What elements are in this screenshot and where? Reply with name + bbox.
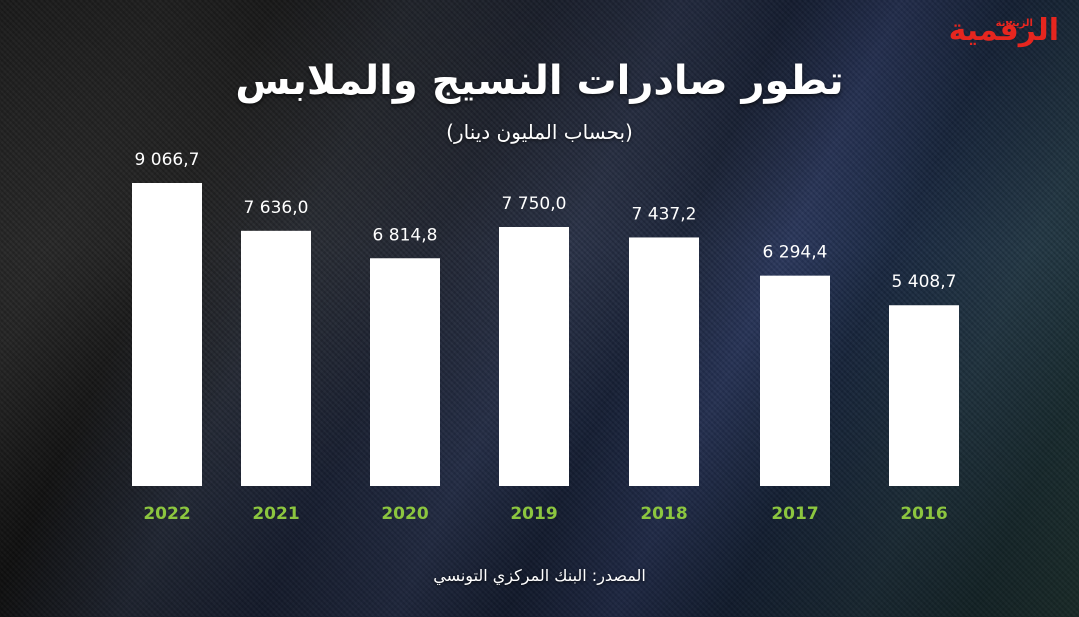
source-note: المصدر: البنك المركزي التونسي [433, 566, 646, 585]
bar-2016 [889, 305, 959, 486]
value-label-2016: 5 408,7 [892, 272, 957, 292]
value-label-2020: 6 814,8 [373, 225, 438, 245]
chart-title: تطور صادرات النسيج والملابس [235, 58, 844, 104]
bar-2020 [370, 258, 440, 486]
year-label-2019: 2019 [510, 504, 557, 524]
year-label-2022: 2022 [143, 504, 190, 524]
bar-2017 [760, 275, 830, 486]
year-label-2021: 2021 [252, 504, 299, 524]
brand-logo: الرقمية الزيتونة [949, 16, 1059, 46]
bar-2021 [241, 230, 311, 486]
value-label-2018: 7 437,2 [632, 204, 697, 224]
year-label-2016: 2016 [900, 504, 947, 524]
bar-2018 [629, 237, 699, 486]
value-label-2022: 9 066,7 [135, 150, 200, 170]
value-label-2019: 7 750,0 [502, 194, 567, 214]
logo-small-text: الزيتونة [995, 18, 1033, 29]
year-label-2017: 2017 [771, 504, 818, 524]
value-label-2017: 6 294,4 [763, 243, 828, 263]
year-label-2018: 2018 [640, 504, 687, 524]
logo-text: الرقمية [948, 13, 1059, 48]
bar-2019 [499, 227, 569, 486]
year-label-2020: 2020 [381, 504, 428, 524]
chart-subtitle: (بحساب المليون دينار) [446, 120, 633, 144]
bar-2022 [132, 183, 202, 486]
value-label-2021: 7 636,0 [244, 198, 309, 218]
